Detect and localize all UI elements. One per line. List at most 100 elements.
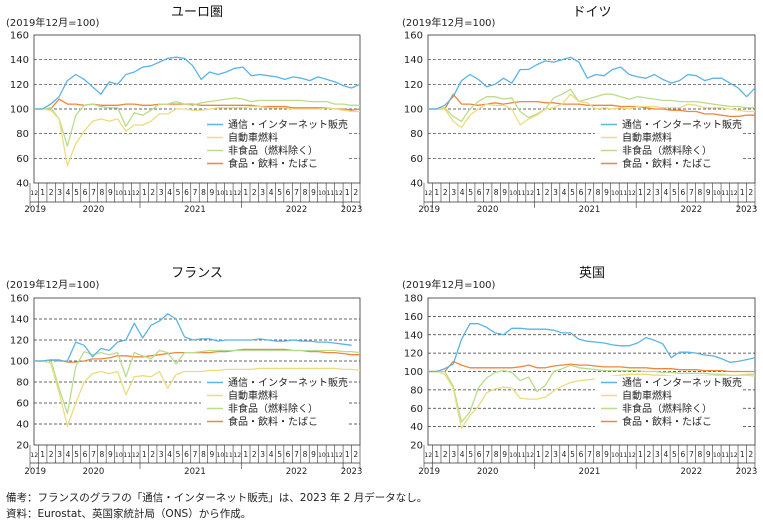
month-label: 12: [730, 452, 738, 459]
legend-label: 食品・飲料・たばこ: [228, 157, 318, 170]
year-label: 2022: [681, 205, 703, 215]
year-label: 2022: [286, 467, 308, 477]
month-label: 2: [545, 188, 550, 197]
month-label: 10: [611, 190, 619, 197]
series-line: [34, 56, 360, 110]
y-tick-label: 160: [404, 312, 423, 323]
month-label: 4: [167, 450, 172, 459]
y-tick-label: 140: [10, 315, 29, 326]
month-label: 1: [40, 450, 45, 459]
y-tick-label: 80: [16, 378, 29, 389]
month-label: 7: [91, 450, 96, 459]
series-line: [34, 313, 352, 362]
y-tick-label: 40: [410, 179, 423, 190]
month-label: 1: [345, 450, 350, 459]
month-label: 6: [184, 188, 189, 197]
chart-title: ユーロ圏: [171, 5, 223, 20]
month-label: 6: [477, 188, 482, 197]
series-line: [428, 360, 755, 373]
chart-panel-uk: 英国 (2019年12月=100) 20 40 60 80 100 120 140 160 180 1…: [402, 266, 757, 477]
month-label: 8: [303, 450, 308, 459]
month-label: 12: [424, 452, 432, 459]
unit-label: (2019年12月=100): [6, 278, 100, 291]
month-label: 12: [30, 190, 38, 197]
month-label: 10: [216, 452, 224, 459]
month-label: 4: [663, 188, 668, 197]
month-label: 1: [740, 450, 745, 459]
month-label: 9: [502, 188, 507, 197]
month-label: 10: [318, 190, 326, 197]
month-label: 3: [451, 188, 456, 197]
year-label: 2021: [579, 205, 601, 215]
month-label: 5: [570, 188, 575, 197]
year-label: 2021: [184, 467, 206, 477]
series-line: [34, 360, 360, 427]
month-label: 5: [277, 188, 282, 197]
month-label: 12: [335, 190, 343, 197]
legend-label: 通信・インターネット販売: [622, 376, 742, 389]
month-label: 4: [269, 450, 274, 459]
month-label: 12: [335, 452, 343, 459]
month-label: 12: [730, 190, 738, 197]
chart-title: フランス: [171, 266, 223, 281]
month-label: 12: [424, 190, 432, 197]
y-tick-label: 40: [410, 422, 423, 433]
month-label: 10: [318, 452, 326, 459]
y-tick-label: 40: [16, 420, 29, 431]
year-label: 2023: [736, 205, 758, 215]
month-label: 1: [40, 188, 45, 197]
month-label: 5: [468, 188, 473, 197]
legend-label: 非食品（燃料除く）: [228, 144, 318, 157]
month-label: 6: [477, 450, 482, 459]
month-label: 7: [587, 188, 592, 197]
year-label: 2020: [477, 205, 499, 215]
chart-panel-france: フランス(2019年12月=100)2040608010012014016012…: [6, 266, 362, 477]
month-label: 5: [277, 450, 282, 459]
month-label: 8: [494, 450, 499, 459]
series-line: [428, 364, 755, 423]
unit-label: (2019年12月=100): [402, 16, 496, 29]
y-tick-label: 20: [410, 441, 423, 452]
year-label: 2019: [24, 467, 46, 477]
month-label: 5: [176, 450, 181, 459]
month-label: 6: [680, 450, 685, 459]
month-label: 2: [353, 450, 358, 459]
month-label: 5: [74, 450, 79, 459]
legend-label: 非食品（燃料除く）: [622, 144, 712, 157]
month-label: 11: [620, 452, 628, 459]
month-label: 4: [460, 450, 465, 459]
y-tick-label: 120: [404, 80, 423, 91]
year-label: 2023: [736, 467, 758, 477]
month-label: 11: [123, 452, 131, 459]
month-label: 8: [697, 188, 702, 197]
month-label: 1: [638, 450, 643, 459]
month-label: 6: [680, 188, 685, 197]
y-tick-label: 60: [410, 154, 423, 165]
month-label: 4: [66, 450, 71, 459]
year-label: 2020: [83, 467, 105, 477]
year-label: 2019: [418, 205, 440, 215]
y-tick-label: 100: [10, 357, 29, 368]
year-label: 2019: [418, 467, 440, 477]
unit-label: (2019年12月=100): [402, 278, 496, 291]
month-label: 11: [518, 190, 526, 197]
month-label: 1: [434, 188, 439, 197]
month-label: 7: [485, 450, 490, 459]
month-label: 2: [49, 188, 54, 197]
y-tick-label: 100: [10, 105, 29, 116]
month-label: 2: [252, 188, 257, 197]
month-label: 5: [468, 450, 473, 459]
month-label: 10: [115, 452, 123, 459]
y-tick-label: 40: [16, 179, 29, 190]
month-label: 1: [243, 188, 248, 197]
month-label: 6: [579, 450, 584, 459]
month-label: 12: [526, 190, 534, 197]
month-label: 4: [167, 188, 172, 197]
month-label: 1: [142, 188, 147, 197]
month-label: 9: [210, 188, 215, 197]
series-line: [428, 323, 755, 373]
y-tick-label: 60: [410, 404, 423, 415]
month-label: 10: [713, 452, 721, 459]
month-label: 2: [647, 188, 652, 197]
